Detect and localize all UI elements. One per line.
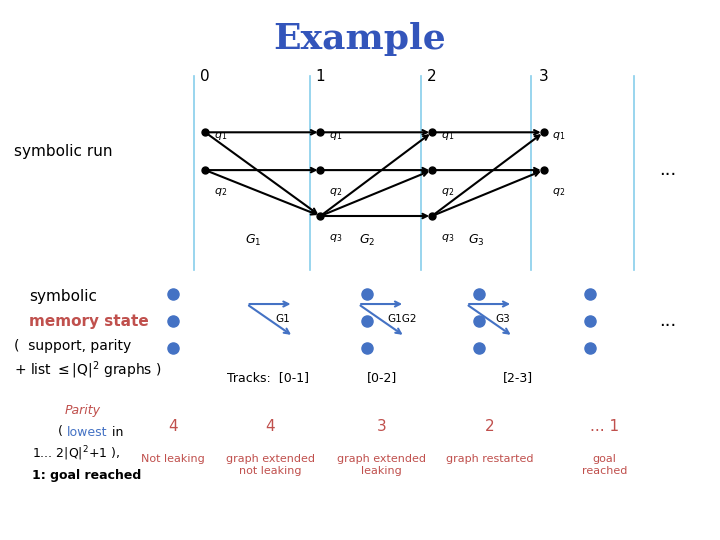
Text: G3: G3: [495, 314, 510, 323]
Text: 0: 0: [200, 69, 210, 84]
Text: Example: Example: [274, 22, 446, 56]
Text: $G_2$: $G_2$: [359, 233, 375, 248]
Text: Not leaking: Not leaking: [141, 454, 204, 464]
Text: [0-2]: [0-2]: [366, 372, 397, 384]
Text: ...: ...: [659, 312, 676, 330]
Text: (  support, parity: ( support, parity: [14, 339, 132, 353]
Text: $q_3$: $q_3$: [441, 232, 454, 244]
Text: $q_1$: $q_1$: [441, 130, 454, 141]
Text: [2-3]: [2-3]: [503, 372, 534, 384]
Text: $q_3$: $q_3$: [329, 232, 342, 244]
Text: 3: 3: [377, 419, 387, 434]
Text: graph extended
not leaking: graph extended not leaking: [225, 454, 315, 476]
Text: $q_2$: $q_2$: [552, 186, 565, 198]
Text: $q_2$: $q_2$: [329, 186, 342, 198]
Text: $q_1$: $q_1$: [552, 130, 565, 141]
Text: (: (: [58, 426, 63, 438]
Text: Parity: Parity: [65, 404, 101, 417]
Text: in: in: [108, 426, 123, 438]
Text: graph extended
leaking: graph extended leaking: [337, 454, 426, 476]
Text: 2: 2: [485, 419, 495, 434]
Text: 3: 3: [539, 69, 549, 84]
Text: $q_2$: $q_2$: [214, 186, 227, 198]
Text: + list $\leq$|Q|$^2$ graphs ): + list $\leq$|Q|$^2$ graphs ): [14, 359, 162, 381]
Text: 4: 4: [168, 419, 178, 434]
Text: G1: G1: [276, 314, 290, 323]
Text: 2: 2: [427, 69, 437, 84]
Text: symbolic: symbolic: [29, 289, 96, 305]
Text: goal
reached: goal reached: [582, 454, 628, 476]
Text: $G_1$: $G_1$: [245, 233, 261, 248]
Text: Tracks:  [0-1]: Tracks: [0-1]: [227, 372, 309, 384]
Text: memory state: memory state: [29, 314, 148, 329]
Text: ... 1: ... 1: [590, 419, 619, 434]
Text: symbolic run: symbolic run: [14, 144, 113, 159]
Text: 1: 1: [315, 69, 325, 84]
Text: lowest: lowest: [67, 426, 107, 438]
Text: $q_1$: $q_1$: [329, 130, 342, 141]
Text: graph restarted: graph restarted: [446, 454, 534, 464]
Text: 1... 2|Q|$^2$+1 ),: 1... 2|Q|$^2$+1 ),: [32, 444, 120, 463]
Text: ...: ...: [659, 161, 676, 179]
Text: $G_3$: $G_3$: [468, 233, 485, 248]
Text: 4: 4: [265, 419, 275, 434]
Text: $q_2$: $q_2$: [441, 186, 454, 198]
Text: 1: goal reached: 1: goal reached: [32, 469, 142, 482]
Text: $q_1$: $q_1$: [214, 130, 227, 141]
Text: G1G2: G1G2: [387, 314, 417, 323]
